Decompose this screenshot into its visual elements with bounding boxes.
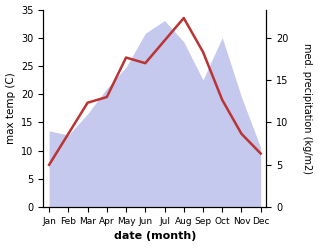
Y-axis label: max temp (C): max temp (C) [5,72,16,144]
Y-axis label: med. precipitation (kg/m2): med. precipitation (kg/m2) [302,43,313,174]
X-axis label: date (month): date (month) [114,231,196,242]
